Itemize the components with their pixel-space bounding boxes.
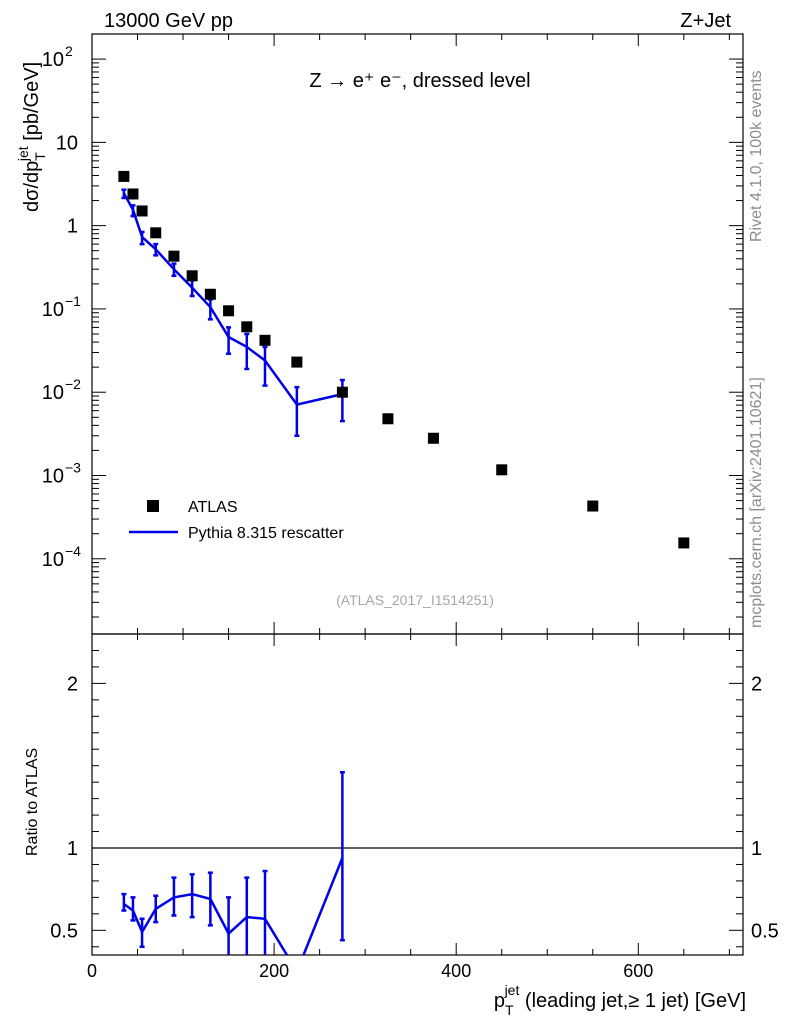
x-axis-label: pTjet (leading jet,≥ 1 jet) [GeV] [494,982,746,1018]
legend: ATLAS Pythia 8.315 rescatter [129,499,344,542]
atlas-data-point [496,464,508,476]
ratio-y-tick-label-right: 2 [751,673,762,695]
ratio-y-tick-label: 1 [67,838,78,860]
x-tick-label: 600 [623,961,653,981]
y-tick-label-exponent: −2 [65,376,81,392]
atlas-data-point [204,288,216,300]
x-axis-label-sub: T [505,1002,514,1018]
main-plot-frame [91,33,744,635]
atlas-data-point [223,305,235,317]
legend-marker-atlas [147,500,159,512]
ratio-y-label: Ratio to ATLAS [24,748,41,856]
mcplots-label: mcplots.cern.ch [arXiv:2401.10621] [748,377,765,628]
atlas-data-point [127,188,139,200]
ratio-y-tick-label: 0.5 [50,920,78,942]
y-axis-label-post: [pb/GeV] [21,62,43,147]
atlas-data-point [150,227,162,239]
y-tick-label: 10 [42,382,64,404]
y-tick-label: 10 [42,465,64,487]
x-axis-label-sup: jet [504,982,520,998]
y-axis-label-pre: dσ/dp [21,161,43,212]
rivet-label: Rivet 4.1.0, 100k events [748,70,765,242]
atlas-data-point [186,270,198,282]
y-axis-label-sup: jet [15,146,31,162]
atlas-data-point [587,500,599,512]
y-tick-label: 1 [67,216,78,238]
legend-label-atlas: ATLAS [188,499,238,516]
y-tick-label: 10 [42,299,64,321]
atlas-data-point [382,413,394,425]
ratio-y-tick-label-right: 1 [751,838,762,860]
x-tick-label: 400 [441,961,471,981]
y-tick-label: 10 [42,49,64,71]
header-right: Z+Jet [680,10,731,32]
ratio-pythia-line [123,857,344,955]
ratio-y-tick-label-right: 0.5 [751,920,779,942]
atlas-data-point [168,250,180,262]
pythia-line [122,192,343,407]
ratio-plot-frame [91,633,744,956]
y-tick-label-exponent: −4 [65,543,81,559]
y-axis-label-sub: T [32,152,48,161]
atlas-data-point [136,205,148,217]
y-tick-label: 10 [42,549,64,571]
x-axis-label-rest: (leading jet,≥ 1 jet) [GeV] [519,990,746,1012]
atlas-data-point [336,386,348,398]
y-axis-label: dσ/dpTjet [pb/GeV] [15,62,48,212]
y-tick-label-exponent: −1 [65,293,81,309]
chart-title: Z → e⁺ e⁻, dressed level [309,70,530,92]
y-tick-label-exponent: −3 [65,459,81,475]
atlas-data-point [291,356,303,368]
atlas-data-point [241,321,253,333]
y-tick-label-exponent: 2 [65,43,73,59]
header-left: 13000 GeV pp [104,10,233,32]
ratio-y-tick-label: 2 [67,673,78,695]
atlas-data-point [259,334,271,346]
atlas-data-point [427,432,439,444]
atlas-data-point [118,170,130,182]
y-tick-label: 10 [56,132,78,154]
x-tick-label: 0 [87,961,97,981]
analysis-id: (ATLAS_2017_I1514251) [336,592,494,608]
x-axis-label-p: p [494,990,505,1012]
x-tick-label: 200 [259,961,289,981]
atlas-data-point [678,537,690,549]
legend-label-pythia: Pythia 8.315 rescatter [188,525,344,542]
